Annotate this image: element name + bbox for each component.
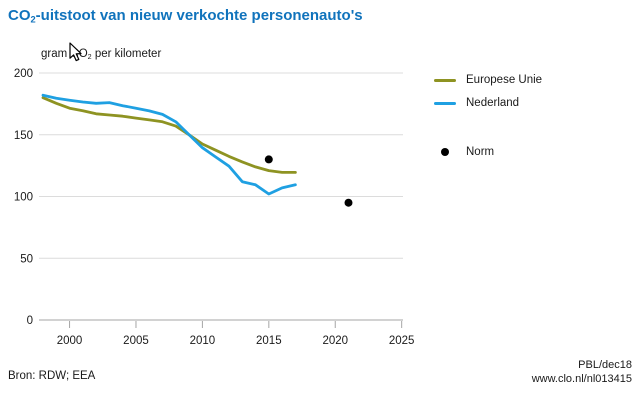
y-tick-label: 200 (14, 68, 33, 80)
series-line-nederland (41, 93, 297, 196)
y-tick-label: 150 (14, 130, 33, 142)
x-tick-label: 2015 (256, 335, 282, 347)
norm-dot-icon (441, 148, 449, 156)
series-line-europese-unie (41, 96, 297, 174)
y-tick-label: 50 (20, 253, 33, 265)
legend-label: Norm (466, 146, 495, 158)
credit-org-date: PBL/dec18 (578, 359, 632, 371)
x-tick-label: 2005 (123, 335, 149, 347)
y-tick-label: 0 (27, 315, 33, 327)
norm-point (344, 198, 353, 207)
x-tick-label: 2010 (190, 335, 216, 347)
x-tick-label: 2000 (57, 335, 83, 347)
title-text-pre: CO (8, 7, 31, 24)
page-title: CO2-uitstoot van nieuw verkochte persone… (8, 7, 363, 25)
title-text-post: -uitstoot van nieuw verkochte personenau… (35, 7, 363, 24)
legend-item-norm: Norm (434, 145, 494, 159)
credits: PBL/dec18 www.clo.nl/nl013415 (532, 358, 632, 386)
nl-line-swatch (434, 101, 456, 105)
norm-point (264, 155, 273, 164)
legend-label: Nederland (466, 97, 520, 109)
subtitle-text-post: per kilometer (91, 48, 162, 60)
y-tick-label: 100 (14, 192, 33, 204)
mouse-cursor-icon (69, 42, 82, 62)
legend-label: Europese Unie (466, 74, 543, 86)
norm-dot-swatch-wrap (434, 148, 456, 156)
eu-line-swatch (434, 78, 456, 82)
title-subscript: 2 (30, 14, 36, 25)
legend-item-europese-unie: Europese Unie (434, 73, 542, 87)
x-tick-label: 2020 (322, 335, 348, 347)
source-note: Bron: RDW; EEA (8, 370, 96, 382)
subtitle-subscript: 2 (87, 52, 92, 61)
legend-item-nederland: Nederland (434, 96, 519, 110)
x-tick-label: 2025 (389, 335, 415, 347)
credit-url: www.clo.nl/nl013415 (531, 373, 632, 385)
